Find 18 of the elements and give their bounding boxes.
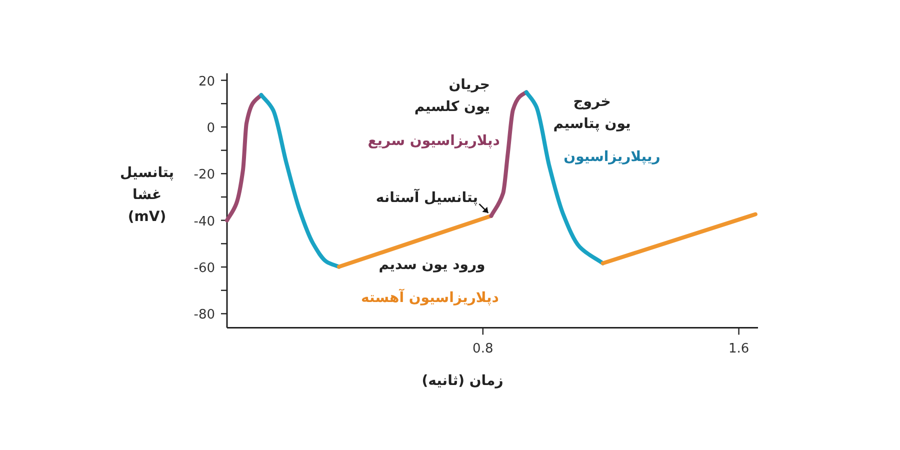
annotation: جریان یون کلسیم	[414, 77, 490, 115]
annotation: دپلاریزاسیون آهسته	[361, 288, 499, 306]
x-tick-label: 1.6	[728, 342, 750, 357]
y-tick-label: -80	[194, 308, 215, 323]
annotation: پتانسیل آستانه	[376, 188, 478, 206]
line-series	[259, 93, 341, 269]
annotation: دپلاریزاسیون سریع	[368, 133, 500, 149]
annotation: ورود یون سدیم	[378, 257, 486, 273]
y-tick-label: 20	[198, 74, 215, 90]
y-tick-label: -60	[194, 261, 215, 276]
annotation: ریپلاریزاسیون	[564, 149, 660, 165]
annotation: خروج یون پتاسیم	[553, 94, 631, 132]
line-series	[225, 93, 264, 222]
y-tick-label: -40	[194, 214, 215, 230]
y-tick-label: -20	[194, 168, 215, 183]
x-axis-title: زمان (ثانیه)	[422, 373, 504, 389]
x-tick-label: 0.8	[472, 342, 494, 357]
y-tick-label: 0	[206, 120, 215, 136]
